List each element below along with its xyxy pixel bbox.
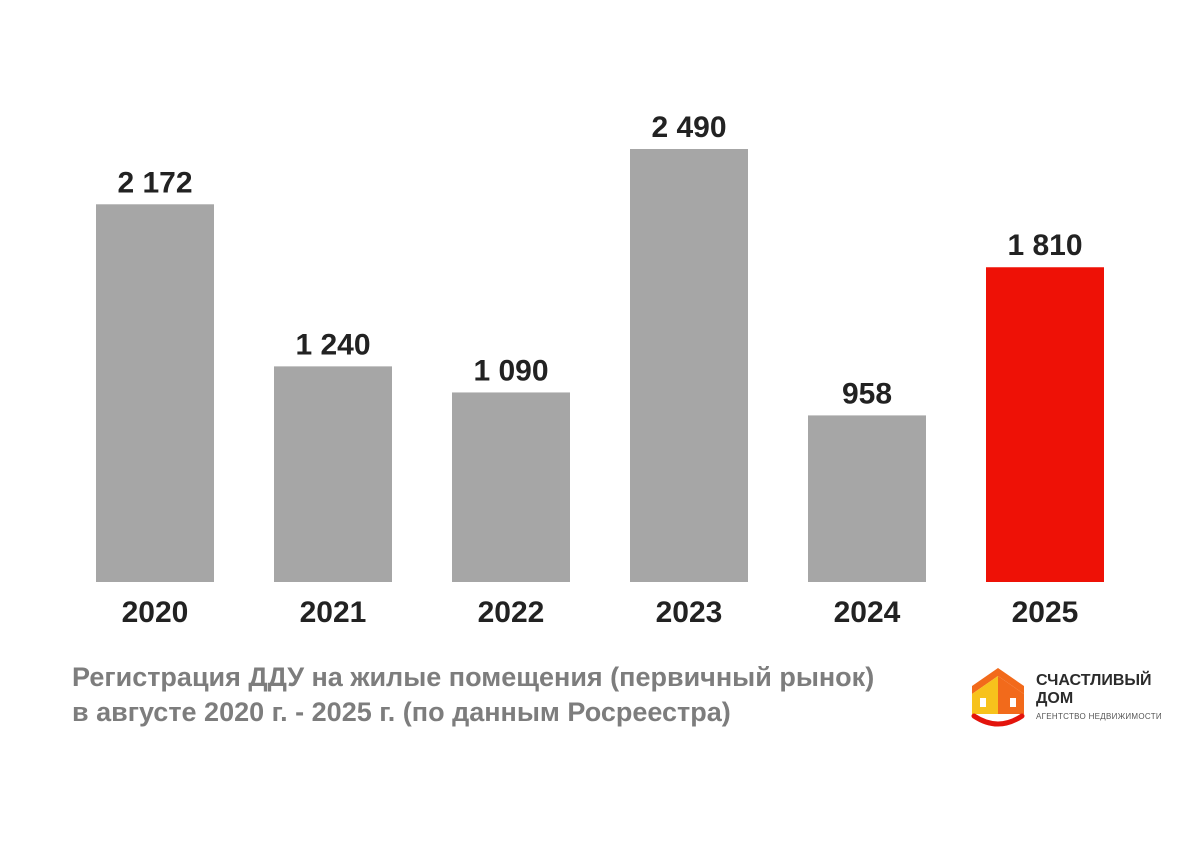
- category-label-2022: 2022: [478, 596, 545, 629]
- value-label-2020: 2 172: [117, 166, 192, 199]
- category-label-2021: 2021: [300, 596, 367, 629]
- bar-2022: [452, 392, 570, 582]
- bar-2024: [808, 415, 926, 582]
- bar-2020: [96, 204, 214, 582]
- logo-wall-left: [972, 676, 998, 714]
- value-label-2024: 958: [842, 377, 892, 410]
- logo-wall-right: [998, 676, 1024, 714]
- value-label-2021: 1 240: [295, 328, 370, 361]
- house-smile-icon: [971, 668, 1025, 727]
- category-label-2024: 2024: [834, 596, 901, 629]
- bar-2023: [630, 149, 748, 582]
- logo-name-line-2: ДОМ: [1036, 690, 1074, 707]
- logo-window-right: [1010, 698, 1016, 707]
- category-label-2025: 2025: [1012, 596, 1079, 629]
- value-label-2022: 1 090: [473, 354, 548, 387]
- logo-window-left: [980, 698, 986, 707]
- logo-smile: [971, 713, 1025, 727]
- caption-line-2: в августе 2020 г. - 2025 г. (по данным Р…: [72, 697, 731, 727]
- logo-name: СЧАСТЛИВЫЙ ДОМ: [1036, 672, 1152, 708]
- chart-caption: Регистрация ДДУ на жилые помещения (перв…: [72, 660, 952, 730]
- value-label-2025: 1 810: [1007, 229, 1082, 262]
- bar-2025: [986, 267, 1104, 582]
- company-logo: СЧАСТЛИВЫЙ ДОМ АГЕНТСТВО НЕДВИЖИМОСТИ: [968, 664, 1168, 730]
- logo-name-line-1: СЧАСТЛИВЫЙ: [1036, 672, 1152, 689]
- category-label-2020: 2020: [122, 596, 189, 629]
- bar-2021: [274, 366, 392, 582]
- caption-line-1: Регистрация ДДУ на жилые помещения (перв…: [72, 662, 875, 692]
- value-label-2023: 2 490: [651, 111, 726, 144]
- category-label-2023: 2023: [656, 596, 723, 629]
- logo-tagline: АГЕНТСТВО НЕДВИЖИМОСТИ: [1036, 712, 1162, 721]
- logo-roof: [972, 668, 1024, 694]
